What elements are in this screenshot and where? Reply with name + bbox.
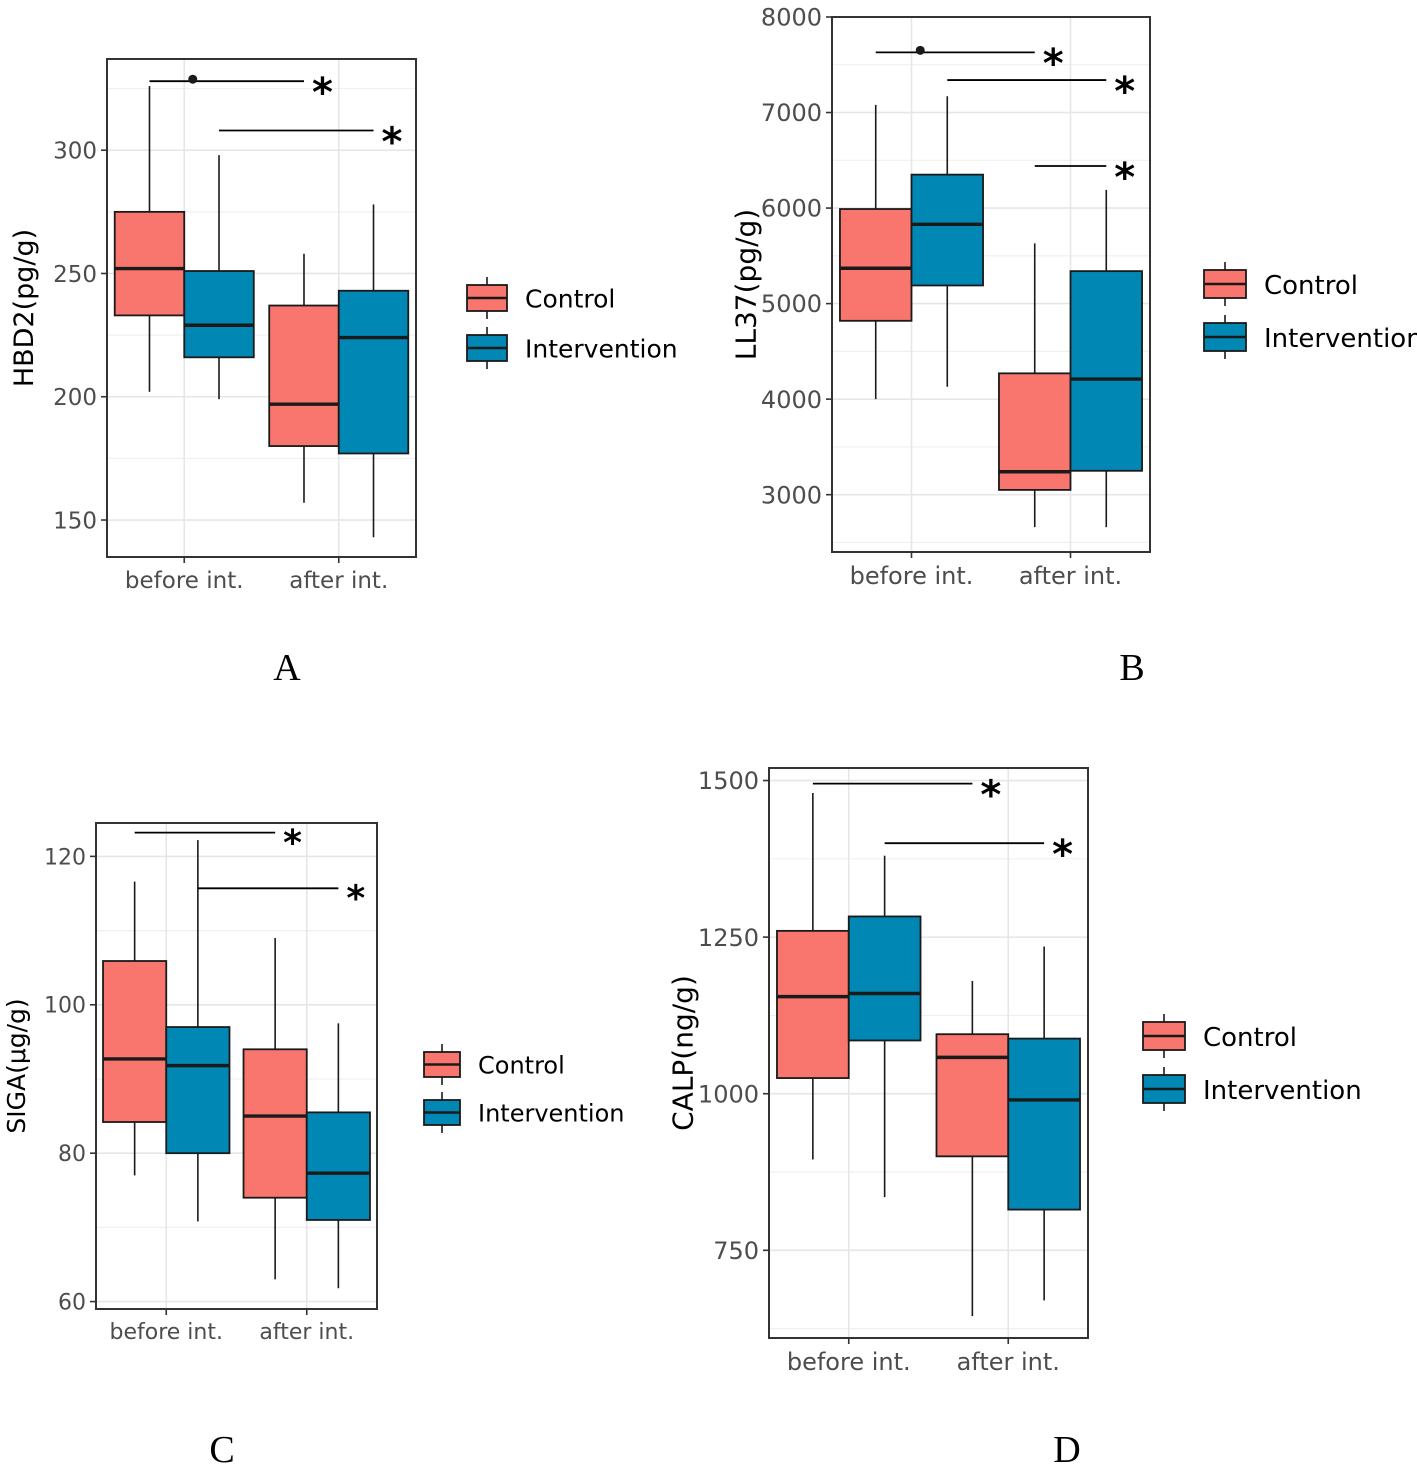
significance-dot-b xyxy=(915,45,925,55)
panel-a: * * 150 200 250 300 before int. after int. HBD2(… xyxy=(0,0,700,700)
box-control-before-int-b xyxy=(839,208,913,322)
chart-c: * * 60 80 100 120 before int. after int. SIGA(μg… xyxy=(2,822,624,1345)
legend-label-intervention-c: Intervention xyxy=(478,1100,624,1128)
panel-letter-c: C xyxy=(209,1429,235,1471)
box-intervention-before-int-d xyxy=(847,915,922,1042)
y-tick-label-a: 300 xyxy=(53,138,97,164)
box-intervention-before-int-b xyxy=(910,173,984,287)
significance-star-d: * xyxy=(980,772,1001,818)
significance-star-c: * xyxy=(346,879,365,920)
panel-c: * * 60 80 100 120 before int. after int. SIGA(μg… xyxy=(0,730,700,1471)
x-tick-label-b: after int. xyxy=(1019,562,1122,590)
box-control-after-int-a xyxy=(268,304,340,447)
legend-label-control-c: Control xyxy=(478,1052,565,1080)
panel-b: * * * 3000 4000 5000 6000 7000 8000 before int. af… xyxy=(700,0,1417,700)
x-tick-label-a: before int. xyxy=(125,568,244,594)
box-control-after-int-c xyxy=(242,1048,308,1199)
y-tick-label-b: 8000 xyxy=(761,4,822,32)
box-intervention-after-int-d xyxy=(1007,1037,1081,1211)
legend-label-control-b: Control xyxy=(1264,271,1358,301)
panel-letter-a: A xyxy=(273,647,301,689)
plot-border-c xyxy=(95,822,378,1310)
box-intervention-after-int-c xyxy=(305,1111,371,1221)
chart-d: * * 750 1000 1250 1500 before int. after int. CA… xyxy=(667,767,1362,1376)
y-tick-label-b: 7000 xyxy=(761,99,822,127)
y-tick-label-a: 200 xyxy=(53,385,97,411)
y-axis-title-d: CALP(ng/g) xyxy=(667,975,700,1131)
y-tick-label-b: 6000 xyxy=(761,195,822,223)
legend-label-intervention-d: Intervention xyxy=(1203,1076,1362,1106)
box-intervention-after-int-b xyxy=(1069,270,1143,472)
box-intervention-before-int-a xyxy=(183,270,255,359)
x-tick-label-d: after int. xyxy=(957,1348,1060,1376)
significance-star-c: * xyxy=(283,823,302,864)
y-tick-label-b: 3000 xyxy=(761,481,822,509)
significance-dot-a xyxy=(188,74,198,84)
y-tick-label-c: 100 xyxy=(44,994,86,1019)
y-tick-label-d: 1000 xyxy=(698,1080,759,1108)
chart-b: * * * 3000 4000 5000 6000 7000 8000 before int. af… xyxy=(730,4,1417,590)
x-tick-label-a: after int. xyxy=(289,568,388,594)
x-tick-label-b: before int. xyxy=(850,562,974,590)
x-tick-label-c: after int. xyxy=(259,1320,354,1345)
box-control-before-int-d xyxy=(776,929,850,1079)
y-tick-label-b: 4000 xyxy=(761,386,822,414)
plot-border-a xyxy=(106,58,417,558)
y-tick-label-b: 5000 xyxy=(761,290,822,318)
significance-star-b: * xyxy=(1114,155,1135,201)
y-tick-label-a: 150 xyxy=(53,508,97,534)
significance-star-d: * xyxy=(1052,832,1073,878)
panel-d: * * 750 1000 1250 1500 before int. after int. CA… xyxy=(640,730,1417,1471)
panel-letter-d: D xyxy=(1053,1429,1081,1471)
box-control-after-int-d xyxy=(935,1033,1010,1158)
y-axis-title-b: LL37(pg/g) xyxy=(730,209,763,360)
chart-a: * * 150 200 250 300 before int. after int. HBD2(… xyxy=(9,58,678,594)
box-control-before-int-a xyxy=(113,210,186,317)
significance-star-b: * xyxy=(1114,69,1135,115)
legend-label-intervention-a: Intervention xyxy=(525,334,678,363)
legend-label-intervention-b: Intervention xyxy=(1264,324,1417,354)
y-tick-label-d: 1500 xyxy=(698,767,759,795)
x-tick-label-d: before int. xyxy=(787,1348,911,1376)
y-tick-label-a: 250 xyxy=(53,262,97,288)
plot-border-d xyxy=(768,767,1089,1339)
y-tick-label-c: 120 xyxy=(44,845,86,870)
x-tick-label-c: before int. xyxy=(110,1320,223,1345)
significance-star-a: * xyxy=(382,119,403,165)
significance-star-b: * xyxy=(1043,41,1064,87)
box-control-before-int-c xyxy=(102,960,168,1123)
box-intervention-after-int-a xyxy=(337,289,410,455)
y-axis-title-c: SIGA(μg/g) xyxy=(2,998,31,1133)
y-tick-label-c: 80 xyxy=(58,1142,86,1167)
panel-letter-b: B xyxy=(1119,647,1145,689)
y-tick-label-c: 60 xyxy=(58,1291,86,1316)
y-axis-title-a: HBD2(pg/g) xyxy=(9,229,40,387)
legend-label-control-d: Control xyxy=(1203,1023,1297,1053)
y-tick-label-d: 750 xyxy=(713,1237,759,1265)
y-tick-label-d: 1250 xyxy=(698,924,759,952)
legend-label-control-a: Control xyxy=(525,284,615,313)
plot-border-b xyxy=(831,16,1151,553)
significance-star-a: * xyxy=(312,70,333,116)
box-intervention-before-int-c xyxy=(165,1026,231,1155)
